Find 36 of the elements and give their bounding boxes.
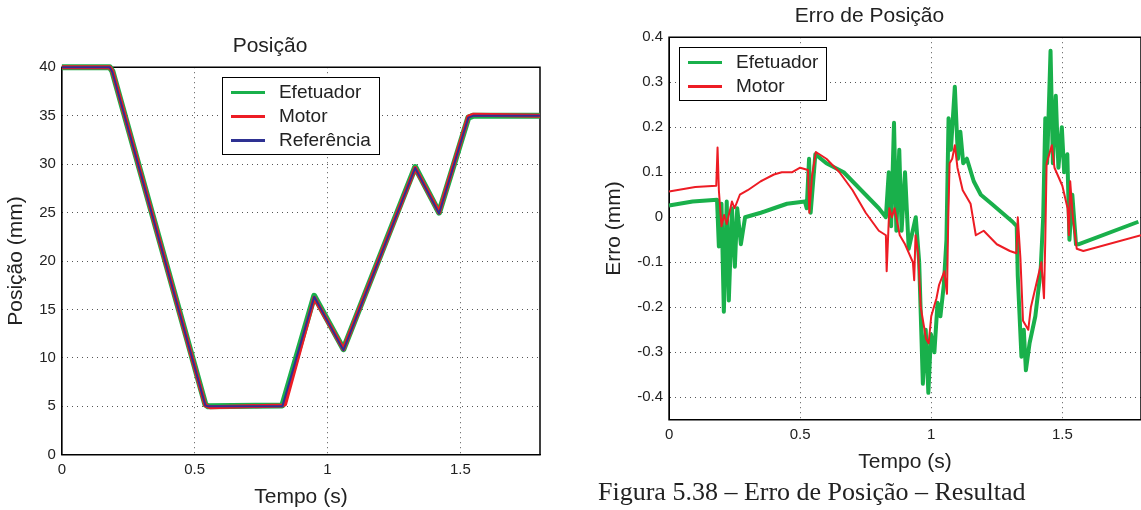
y-tick-label: 0 [47,444,56,462]
x-tick-label: 1 [927,424,936,442]
y-tick-label: -0.3 [637,342,664,360]
legend-label: Motor [278,105,328,128]
y-tick-label: 0 [654,207,664,225]
y-tick-label: 20 [39,251,56,269]
y-axis-title: Erro (mm) [601,181,625,276]
y-tick-label: 0.1 [642,162,664,180]
x-tick-label: 1.5 [449,459,471,477]
y-tick-label: -0.4 [637,387,664,405]
x-tick-label: 1 [323,459,332,477]
x-tick-label: 0.5 [789,424,811,442]
x-axis-title: Tempo (s) [858,449,952,473]
legend-label: Efetuador [278,81,362,104]
y-tick-label: 15 [39,299,56,317]
legend-label: Motor [736,75,785,98]
y-tick-label: 40 [39,57,56,75]
x-tick-label: 0.5 [184,459,206,477]
y-tick-label: 10 [39,348,56,366]
legend-label: Efetuador [736,51,819,74]
y-tick-label: 35 [39,105,56,123]
chart-title: Posição [232,33,308,57]
chart-title: Erro de Posição [794,3,945,27]
y-tick-label: 5 [47,396,56,414]
y-tick-label: 0.4 [642,27,664,45]
x-axis-title: Tempo (s) [254,484,348,508]
text: Figura 5.38 – Erro de Posição – Resultad [598,477,1026,507]
y-tick-label: 25 [39,202,56,220]
y-tick-label: 0.3 [642,72,664,90]
y-tick-label: 0.2 [642,117,664,135]
legend-label: Referência [278,129,371,152]
y-tick-label: -0.1 [637,252,664,270]
y-tick-label: 30 [39,154,56,172]
y-axis-title: Posição (mm) [3,196,27,326]
y-tick-label: -0.2 [637,297,664,315]
x-tick-label: 1.5 [1051,424,1073,442]
